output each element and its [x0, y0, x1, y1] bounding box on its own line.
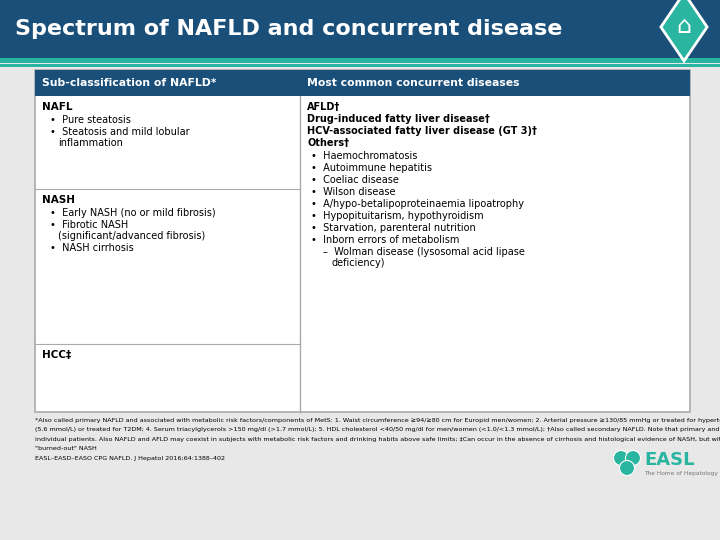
Text: •  NASH cirrhosis: • NASH cirrhosis: [50, 243, 134, 253]
Text: (significant/advanced fibrosis): (significant/advanced fibrosis): [58, 231, 205, 241]
Text: •  Fibrotic NASH: • Fibrotic NASH: [50, 220, 128, 230]
Text: NAFL: NAFL: [42, 102, 73, 112]
Text: ⌂: ⌂: [677, 14, 691, 38]
Text: •  Inborn errors of metabolism: • Inborn errors of metabolism: [311, 235, 459, 245]
Text: Others†: Others†: [307, 138, 349, 148]
Text: NASH: NASH: [42, 195, 75, 205]
Text: •  Starvation, parenteral nutrition: • Starvation, parenteral nutrition: [311, 223, 476, 233]
Text: HCC‡: HCC‡: [42, 350, 71, 360]
FancyBboxPatch shape: [35, 70, 690, 412]
Polygon shape: [661, 0, 707, 61]
Text: •  Autoimmune hepatitis: • Autoimmune hepatitis: [311, 163, 432, 173]
Text: inflammation: inflammation: [58, 138, 123, 148]
Circle shape: [626, 450, 641, 465]
Circle shape: [613, 450, 629, 465]
Text: EASL: EASL: [644, 451, 695, 469]
Text: Drug-induced fatty liver disease†: Drug-induced fatty liver disease†: [307, 114, 490, 124]
Text: "burned-out" NASH: "burned-out" NASH: [35, 447, 96, 451]
Circle shape: [619, 461, 634, 476]
FancyBboxPatch shape: [0, 0, 720, 58]
Text: –  Wolman disease (lysosomal acid lipase: – Wolman disease (lysosomal acid lipase: [323, 247, 525, 257]
Text: *Also called primary NAFLD and associated with metabolic risk factors/components: *Also called primary NAFLD and associate…: [35, 418, 720, 423]
Text: Spectrum of NAFLD and concurrent disease: Spectrum of NAFLD and concurrent disease: [15, 19, 562, 39]
Text: •  A/hypo-betalipoproteinaemia lipoatrophy: • A/hypo-betalipoproteinaemia lipoatroph…: [311, 199, 524, 209]
Text: •  Hypopituitarism, hypothyroidism: • Hypopituitarism, hypothyroidism: [311, 211, 484, 221]
FancyBboxPatch shape: [0, 64, 720, 67]
Text: Most common concurrent diseases: Most common concurrent diseases: [307, 78, 520, 88]
Text: •  Pure steatosis: • Pure steatosis: [50, 115, 131, 125]
Text: EASL–EASD–EASO CPG NAFLD. J Hepatol 2016;64:1388–402: EASL–EASD–EASO CPG NAFLD. J Hepatol 2016…: [35, 456, 225, 461]
Text: deficiency): deficiency): [331, 258, 384, 268]
Text: individual patients. Also NAFLD and AFLD may coexist in subjects with metabolic : individual patients. Also NAFLD and AFLD…: [35, 437, 720, 442]
Text: •  Wilson disease: • Wilson disease: [311, 187, 396, 197]
Text: AFLD†: AFLD†: [307, 102, 341, 112]
FancyBboxPatch shape: [35, 70, 690, 96]
Text: •  Early NASH (no or mild fibrosis): • Early NASH (no or mild fibrosis): [50, 208, 215, 218]
Text: •  Haemochromatosis: • Haemochromatosis: [311, 151, 418, 161]
Text: •  Coeliac disease: • Coeliac disease: [311, 175, 399, 185]
Text: •  Steatosis and mild lobular: • Steatosis and mild lobular: [50, 127, 189, 137]
Text: Sub-classification of NAFLD*: Sub-classification of NAFLD*: [42, 78, 217, 88]
Text: HCV-associated fatty liver disease (GT 3)†: HCV-associated fatty liver disease (GT 3…: [307, 126, 537, 136]
Text: (5.6 mmol/L) or treated for T2DM; 4. Serum triacylglycerols >150 mg/dl (>1.7 mmo: (5.6 mmol/L) or treated for T2DM; 4. Ser…: [35, 428, 720, 433]
FancyBboxPatch shape: [0, 58, 720, 63]
Text: The Home of Hepatology: The Home of Hepatology: [644, 470, 718, 476]
